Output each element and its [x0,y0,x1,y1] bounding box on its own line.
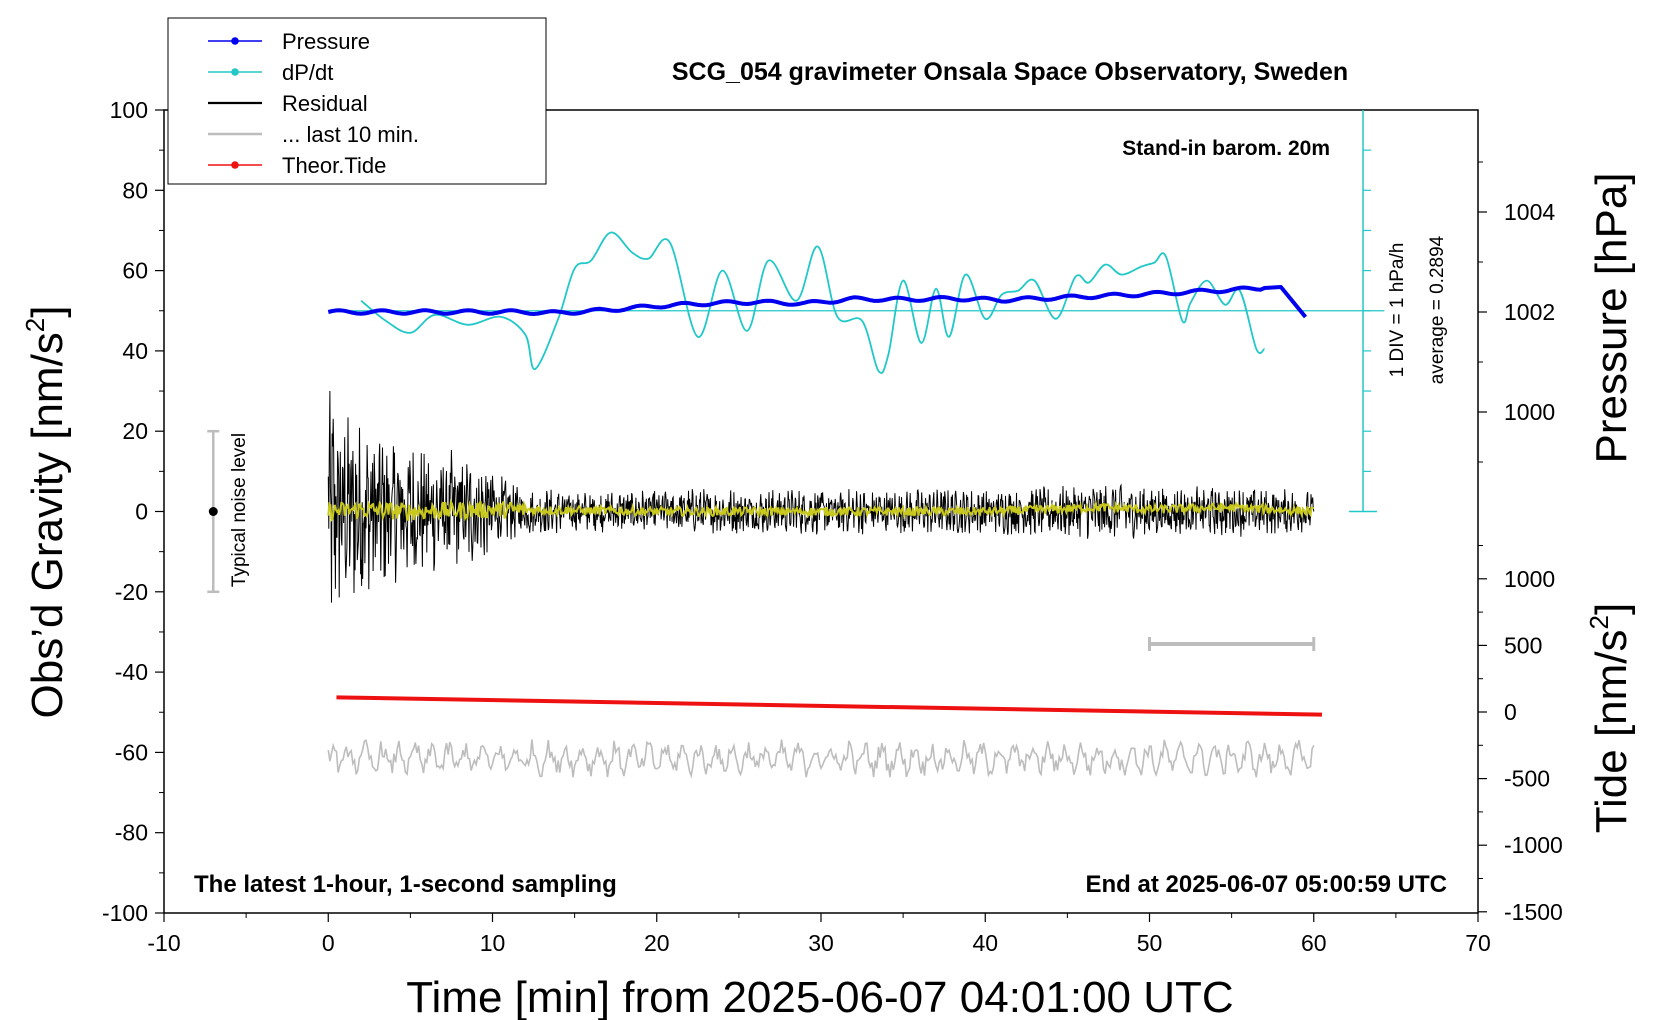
tide-axis-label-main: Tide [nm/s [1587,629,1636,833]
last10min-line [327,739,1315,779]
sampling-annotation: The latest 1-hour, 1-second sampling [194,871,617,898]
left-y-axis-label-end: ] [23,305,72,317]
x-tick-label: 60 [1301,930,1327,956]
left-y-axis-label-main: Obs’d Gravity [nm/s [23,332,72,718]
barom-annotation: Stand-in barom. 20m [1122,137,1330,160]
x-tick-label: 40 [972,930,998,956]
legend-items: Pressure dP/dt Residual ... last 10 min. The… [208,29,419,178]
y-tick-label: 80 [122,177,148,203]
legend-label: Residual [282,91,368,116]
x-axis-label: Time [min] from 2025-06-07 04:01:00 UTC [406,973,1233,1020]
x-tick-label: 0 [322,930,335,956]
x-tick-label: 70 [1465,930,1491,956]
y-tick-label: 20 [122,418,148,444]
left-y-axis-label: Obs’d Gravity [nm/s2] [20,305,72,718]
legend-box [167,17,547,185]
tide-axis-label-sup: 2 [1584,615,1614,629]
y-tick-label: 40 [122,338,148,364]
y-tick-label: 100 [110,97,148,123]
x-tick-label: 20 [644,930,670,956]
average-annotation: average = 0.2894 [1427,235,1448,384]
pressure-tick-label: 1000 [1504,399,1555,425]
y-tick-label: 60 [122,258,148,284]
x-tick-label: 30 [808,930,834,956]
annotation-layer [207,429,1316,651]
x-tick-label: 10 [480,930,506,956]
x-axis-ticks: -10 0 10 20 30 40 50 60 70 [147,913,1491,956]
residual-line [327,390,1315,603]
legend-label: dP/dt [282,60,333,85]
pressure-tick-label: 1002 [1504,299,1555,325]
tide-tick-label: 1000 [1504,566,1555,592]
x-tick-label: 50 [1137,930,1163,956]
legend-label: Pressure [282,29,370,54]
pressure-tick-label: 1004 [1504,199,1555,225]
pressure-axis-ticks: 1004 1002 1000 [1478,161,1555,463]
tide-tick-label: -1000 [1504,832,1563,858]
tide-axis-label-end: ] [1587,603,1636,615]
y-tick-label: -20 [115,579,148,605]
legend-label: Theor.Tide [282,153,386,178]
x-tick-label: -10 [147,930,180,956]
noise-annotation: Typical noise level [229,433,250,587]
tide-tick-label: 0 [1504,699,1517,725]
tide-tick-label: -1500 [1504,899,1563,925]
legend-label: ... last 10 min. [282,122,419,147]
tide-axis-ticks: 1000 500 0 -500 -1000 -1500 [1478,545,1563,925]
tide-axis-label: Tide [nm/s2] [1584,603,1636,833]
pressure-axis-label: Pressure [hPa] [1587,172,1636,463]
legend: Pressure dP/dt Residual ... last 10 min. The… [167,17,547,185]
tide-tick-label: -500 [1504,766,1550,792]
legend-marker [231,161,239,169]
y-tick-label: -40 [115,659,148,685]
left-y-axis-ticks: 100 80 60 40 20 0 -20 -40 -60 -80 -100 [102,97,164,926]
residual-smoothed-line [327,498,1314,523]
y-tick-label: -80 [115,820,148,846]
legend-marker [231,37,239,45]
y-tick-label: -100 [102,900,148,926]
theor-tide-line [336,695,1322,717]
noise-bar-center [208,507,218,516]
end-annotation: End at 2025-06-07 05:00:59 UTC [1086,871,1448,898]
series-layer [327,110,1385,779]
pressure-line [327,285,1308,319]
left-y-axis-label-sup: 2 [20,318,50,332]
legend-marker [231,68,239,76]
y-tick-label: 0 [135,499,148,525]
y-tick-label: -60 [115,739,148,765]
tide-tick-label: 500 [1504,632,1542,658]
chart-title: SCG_054 gravimeter Onsala Space Observat… [672,58,1348,86]
div-annotation: 1 DIV = 1 hPa/h [1387,243,1408,378]
dpdt-line [360,231,1266,374]
